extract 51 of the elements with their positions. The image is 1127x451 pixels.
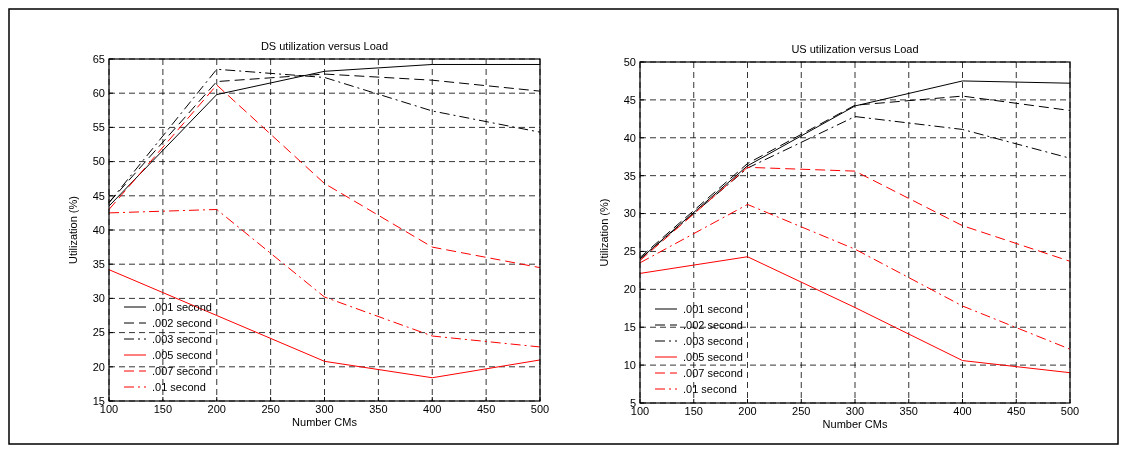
legend-label: .007 second bbox=[152, 364, 212, 377]
legend-label: .005 second bbox=[683, 350, 743, 363]
x-axis-title: Number CMs bbox=[822, 418, 888, 430]
y-tick-label: 25 bbox=[623, 245, 636, 258]
y-tick-label: 15 bbox=[623, 321, 636, 334]
x-tick-label: 150 bbox=[684, 405, 703, 417]
x-tick-label: 150 bbox=[153, 403, 173, 415]
y-tick-label: 20 bbox=[623, 283, 636, 296]
chart-title: US utilization versus Load bbox=[791, 43, 919, 55]
x-tick-label: 250 bbox=[261, 403, 280, 415]
x-tick-label: 400 bbox=[423, 403, 442, 415]
x-tick-label: 200 bbox=[207, 403, 226, 415]
x-tick-label: 400 bbox=[953, 405, 972, 417]
y-tick-label: 50 bbox=[92, 155, 105, 168]
y-tick-label: 25 bbox=[92, 326, 105, 339]
y-tick-label: 55 bbox=[92, 121, 105, 134]
y-tick-label: 30 bbox=[623, 207, 636, 220]
y-tick-label: 30 bbox=[92, 292, 105, 305]
x-tick-label: 450 bbox=[476, 403, 496, 415]
y-tick-label: 50 bbox=[623, 55, 636, 68]
legend-label: .003 second bbox=[683, 334, 743, 347]
legend-label: .01 second bbox=[683, 382, 737, 395]
y-tick-label: 10 bbox=[623, 358, 636, 371]
x-tick-label: 250 bbox=[792, 405, 811, 417]
y-axis-title: Utilization (%) bbox=[67, 196, 79, 264]
x-tick-label: 300 bbox=[315, 403, 334, 415]
x-axis-title: Number CMs bbox=[292, 416, 358, 428]
y-tick-label: 40 bbox=[623, 131, 636, 144]
x-tick-label: 450 bbox=[1007, 405, 1026, 417]
x-tick-label: 300 bbox=[845, 405, 865, 417]
legend-label: .003 second bbox=[152, 332, 212, 345]
legend-label: .01 second bbox=[152, 380, 206, 393]
y-tick-label: 45 bbox=[92, 189, 105, 202]
y-tick-label: 35 bbox=[92, 258, 105, 271]
x-tick-label: 500 bbox=[1060, 405, 1080, 417]
legend-label: .005 second bbox=[152, 348, 212, 361]
y-tick-label: 60 bbox=[92, 87, 105, 100]
y-tick-label: 20 bbox=[92, 360, 105, 373]
x-tick-label: 500 bbox=[530, 403, 550, 415]
legend-label: .001 second bbox=[683, 302, 743, 315]
y-axis-title: Utilization (%) bbox=[598, 198, 610, 267]
x-tick-label: 200 bbox=[738, 405, 757, 417]
chart-title: DS utilization versus Load bbox=[260, 40, 389, 52]
x-tick-label: 350 bbox=[369, 403, 388, 415]
legend-label: .002 second bbox=[152, 316, 212, 329]
x-tick-label: 350 bbox=[899, 405, 918, 417]
y-tick-label: 35 bbox=[623, 169, 636, 182]
y-tick-label: 40 bbox=[92, 223, 105, 236]
legend-label: .007 second bbox=[683, 366, 743, 379]
y-tick-label: 45 bbox=[623, 93, 636, 106]
y-tick-label: 65 bbox=[92, 52, 105, 65]
